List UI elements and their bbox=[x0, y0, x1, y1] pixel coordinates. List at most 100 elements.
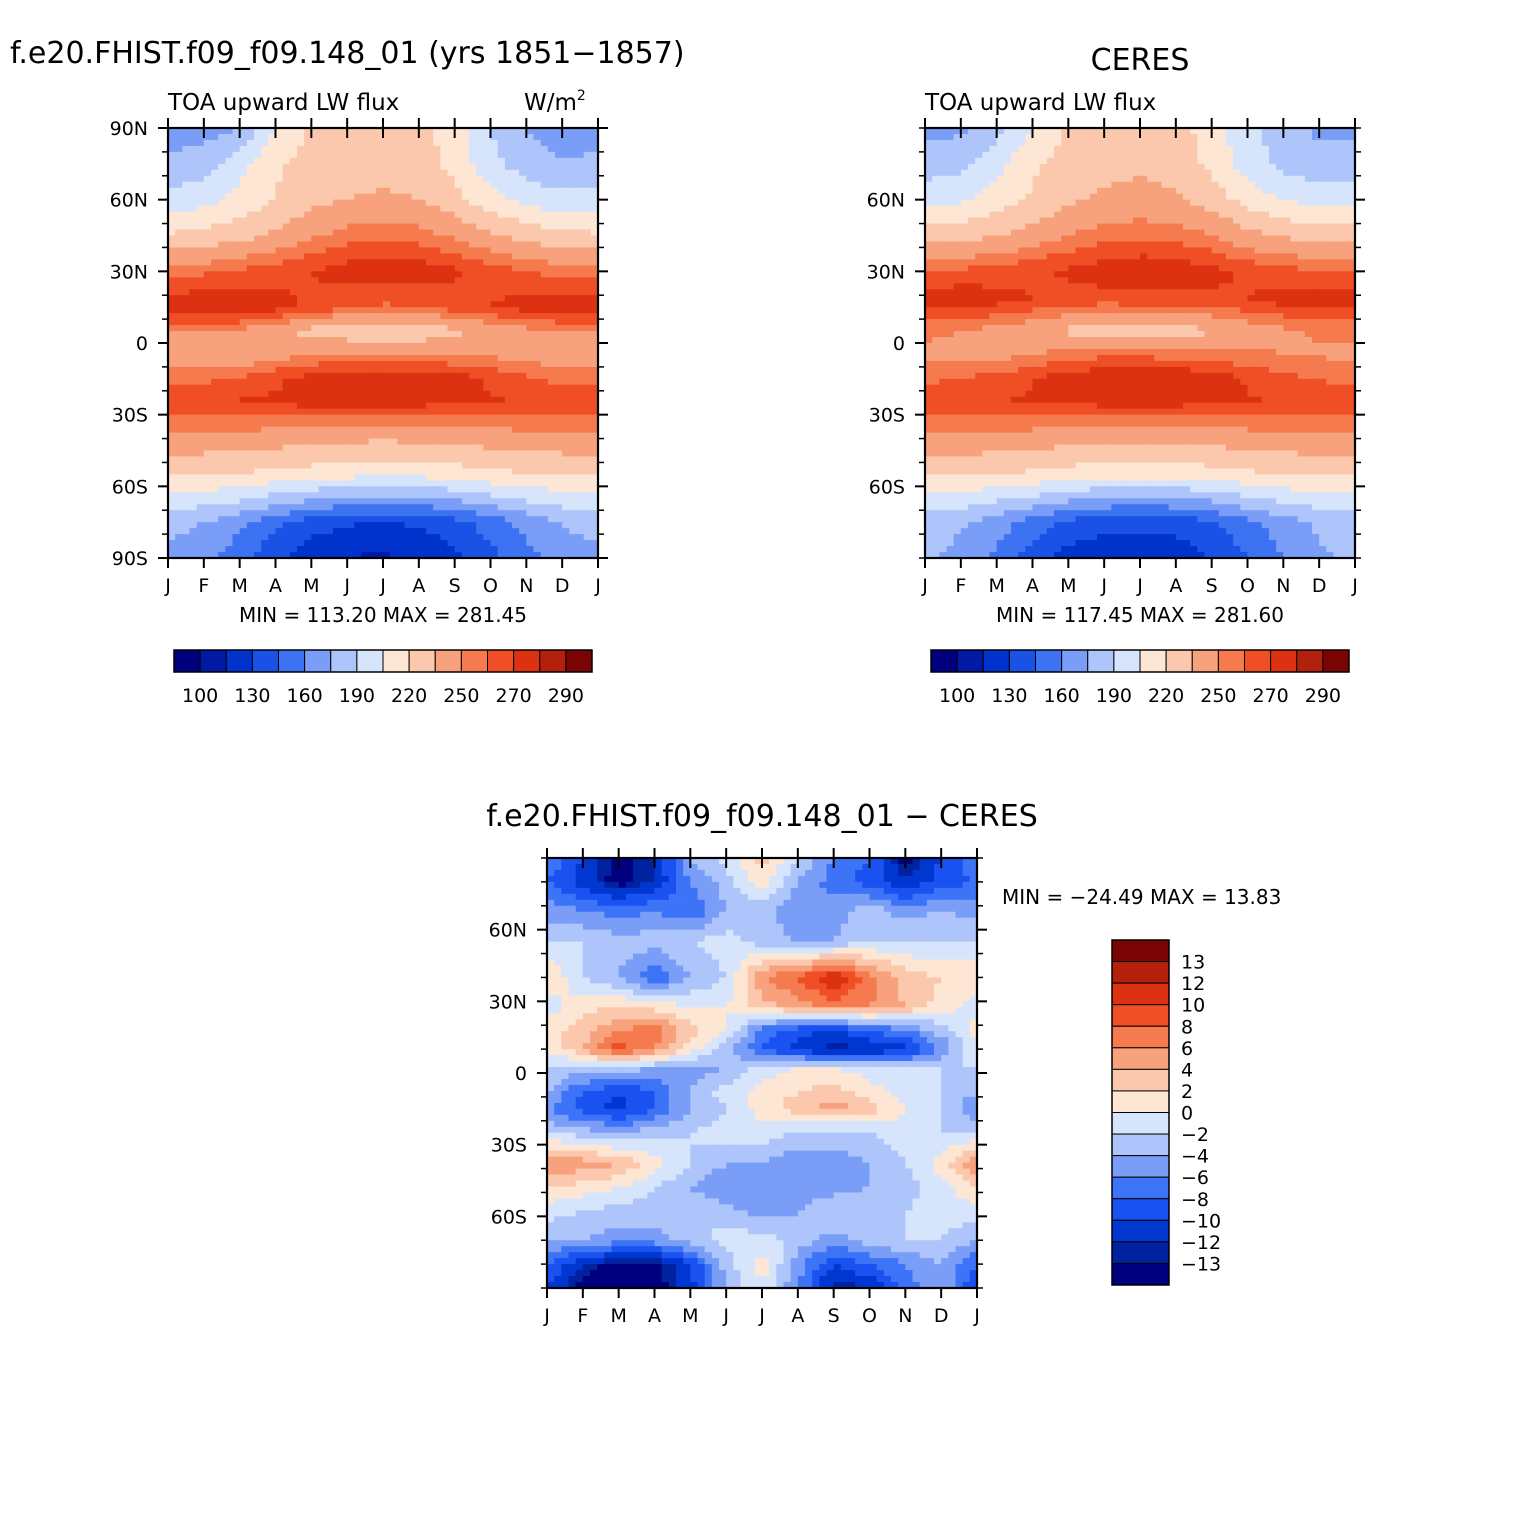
panel1-field-cell bbox=[347, 349, 355, 356]
panel1-field-cell bbox=[548, 313, 556, 320]
panel1-field-cell bbox=[168, 427, 176, 434]
panel1-field-cell bbox=[455, 439, 463, 446]
panel2-field-cell bbox=[1233, 170, 1241, 177]
panel1-field-cell bbox=[175, 265, 183, 272]
panel1-field-cell bbox=[519, 313, 527, 320]
panel1-field-cell bbox=[240, 236, 248, 243]
panel1-field-cell bbox=[562, 486, 570, 493]
panel1-field-cell bbox=[233, 445, 241, 452]
panel2-field-cell bbox=[1054, 176, 1062, 183]
panel2-field-cell bbox=[939, 176, 947, 183]
panel2-field-cell bbox=[1033, 134, 1041, 141]
panel1-field-cell bbox=[483, 361, 491, 368]
panel1-field-cell bbox=[197, 313, 205, 320]
panel1-field-cell bbox=[548, 170, 556, 177]
panel1-field-cell bbox=[541, 498, 549, 505]
panel1-field-cell bbox=[175, 445, 183, 452]
panel1-field-cell bbox=[541, 510, 549, 517]
panel1-field-cell bbox=[311, 224, 319, 231]
panel1-field-cell bbox=[455, 492, 463, 499]
panel2-field-cell bbox=[1205, 158, 1213, 165]
panel1-field-cell bbox=[168, 439, 176, 446]
panel1-field-cell bbox=[326, 409, 334, 416]
panel1-field-cell bbox=[211, 289, 219, 296]
panel1-field-cell bbox=[211, 158, 219, 165]
panel1-field-cell bbox=[218, 343, 226, 350]
panel2-field-cell bbox=[1126, 134, 1134, 141]
panel1-field-cell bbox=[505, 439, 513, 446]
panel1-field-cell bbox=[276, 200, 284, 207]
panel1-field-cell bbox=[412, 140, 420, 147]
panel1-field-cell bbox=[448, 391, 456, 398]
panel1-field-cell bbox=[376, 540, 384, 547]
panel1-field-cell bbox=[419, 295, 427, 302]
panel1-field-cell bbox=[240, 289, 248, 296]
panel1-field-cell bbox=[440, 451, 448, 458]
panel1-field-cell bbox=[190, 498, 198, 505]
panel1-field-cell bbox=[304, 194, 312, 201]
panel1-field-cell bbox=[405, 158, 413, 165]
panel1-field-cell bbox=[505, 403, 513, 410]
panel1-field-cell bbox=[440, 492, 448, 499]
panel2-field-cell bbox=[1111, 152, 1119, 159]
panel1-field-cell bbox=[577, 230, 585, 237]
panel1-field-cell bbox=[319, 337, 327, 344]
panel1-field-cell bbox=[182, 301, 190, 308]
panel1-field-cell bbox=[397, 206, 405, 213]
panel1-field-cell bbox=[397, 253, 405, 260]
panel1-field-cell bbox=[577, 409, 585, 416]
panel1-field-cell bbox=[254, 528, 262, 535]
panel1-field-cell bbox=[268, 313, 276, 320]
panel1-field-cell bbox=[319, 259, 327, 266]
panel1-field-cell bbox=[584, 373, 592, 380]
panel1-field-cell bbox=[261, 188, 269, 195]
panel1-field-cell bbox=[376, 194, 384, 201]
panel1-field-cell bbox=[462, 504, 470, 511]
panel1-field-cell bbox=[505, 146, 513, 153]
panel1-field-cell bbox=[304, 277, 312, 284]
panel1-field-cell bbox=[462, 200, 470, 207]
panel1-field-cell bbox=[534, 289, 542, 296]
panel2-field-cell bbox=[1240, 152, 1248, 159]
panel1-field-cell bbox=[476, 445, 484, 452]
panel1-field-cell bbox=[182, 451, 190, 458]
panel1-field-cell bbox=[419, 206, 427, 213]
panel1-field-cell bbox=[304, 331, 312, 338]
panel1-field-cell bbox=[376, 289, 384, 296]
panel2-field-cell bbox=[1197, 176, 1205, 183]
panel1-field-cell bbox=[182, 295, 190, 302]
panel1-field-cell bbox=[369, 486, 377, 493]
panel1-field-cell bbox=[347, 152, 355, 159]
panel1-field-cell bbox=[440, 176, 448, 183]
panel1-field-cell bbox=[362, 206, 370, 213]
panel2-field-cell bbox=[1262, 146, 1270, 153]
panel1-field-cell bbox=[555, 528, 563, 535]
panel1-field-cell bbox=[211, 409, 219, 416]
panel1-field-cell bbox=[182, 379, 190, 386]
panel1-field-cell bbox=[562, 259, 570, 266]
panel1-field-cell bbox=[426, 224, 434, 231]
panel1-field-cell bbox=[577, 337, 585, 344]
panel1-field-cell bbox=[534, 492, 542, 499]
panel2-field-cell bbox=[1334, 164, 1342, 171]
panel1-field-cell bbox=[204, 385, 212, 392]
panel1-field-cell bbox=[268, 504, 276, 511]
panel2-field-cell bbox=[1040, 176, 1048, 183]
panel2-field-cell bbox=[1255, 146, 1263, 153]
panel1-field-cell bbox=[240, 361, 248, 368]
panel1-field-cell bbox=[319, 445, 327, 452]
panel2-field-cell bbox=[961, 152, 969, 159]
panel1-field-cell bbox=[376, 439, 384, 446]
panel1-field-cell bbox=[190, 295, 198, 302]
panel1-field-cell bbox=[483, 510, 491, 517]
panel1-field-cell bbox=[440, 504, 448, 511]
panel2-field-cell bbox=[1255, 140, 1263, 147]
panel1-field-cell bbox=[426, 230, 434, 237]
panel1-field-cell bbox=[548, 373, 556, 380]
panel2-field-cell bbox=[1248, 176, 1256, 183]
panel1-field-cell bbox=[369, 319, 377, 326]
panel1-field-cell bbox=[247, 355, 255, 362]
panel1-field-cell bbox=[290, 486, 298, 493]
panel1-field-cell bbox=[304, 218, 312, 225]
panel1-field-cell bbox=[333, 164, 341, 171]
